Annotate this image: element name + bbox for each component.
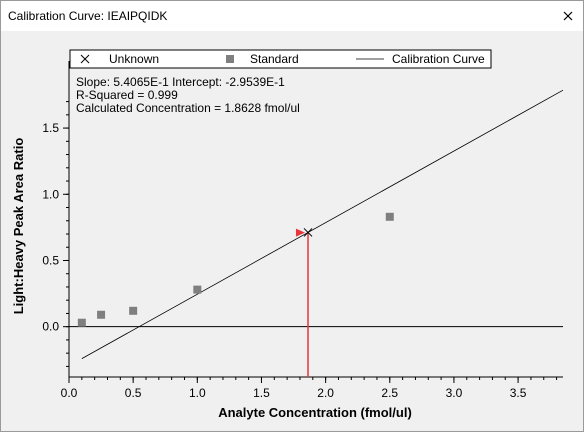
standard-point bbox=[97, 310, 106, 319]
unknown-point bbox=[303, 228, 313, 237]
legend-curve-label: Calibration Curve bbox=[392, 52, 485, 66]
x-tick-label: 3.0 bbox=[446, 386, 463, 400]
y-axis-label: Light:Heavy Peak Area Ratio bbox=[11, 138, 26, 315]
calibration-chart[interactable]: 0.0 0.5 1.0 1.5 2.0 2.5 3.0 3.5 0.0 0.5 1.0 1.5 Unk… bbox=[1, 31, 583, 431]
standard-point bbox=[77, 318, 86, 327]
y-tick-label: 1.0 bbox=[42, 187, 59, 201]
x-tick-label: 1.5 bbox=[253, 386, 270, 400]
stats-r-squared: R-Squared = 0.999 bbox=[76, 88, 178, 102]
x-tick-label: 0.5 bbox=[125, 386, 142, 400]
axes: 0.0 0.5 1.0 1.5 2.0 2.5 3.0 3.5 0.0 0.5 1.0 1.5 bbox=[42, 61, 563, 400]
chart-panel[interactable]: 0.0 0.5 1.0 1.5 2.0 2.5 3.0 3.5 0.0 0.5 1.0 1.5 Unk… bbox=[1, 31, 583, 431]
selected-point bbox=[295, 228, 305, 237]
x-tick-label: 0.0 bbox=[61, 386, 78, 400]
stats-slope-intercept: Slope: 5.4065E-1 Intercept: -2.9539E-1 bbox=[76, 75, 285, 89]
x-tick-label: 1.0 bbox=[189, 386, 206, 400]
legend-unknown-label: Unknown bbox=[109, 52, 159, 66]
legend-box bbox=[69, 49, 492, 69]
x-axis-label: Analyte Concentration (fmol/ul) bbox=[218, 405, 412, 420]
close-icon bbox=[563, 11, 573, 21]
calibration-curve-line bbox=[81, 89, 564, 359]
window-title: Calibration Curve: IEAIPQIDK bbox=[8, 9, 168, 23]
standard-point bbox=[129, 306, 138, 315]
legend-standard-icon bbox=[226, 55, 234, 63]
legend: Unknown Standard Calibration Curve bbox=[69, 49, 492, 69]
close-button[interactable] bbox=[562, 10, 574, 22]
standard-point bbox=[193, 285, 202, 294]
chart-marks bbox=[77, 89, 564, 377]
x-tick-label: 3.5 bbox=[510, 386, 527, 400]
y-tick-label: 0.5 bbox=[42, 253, 59, 267]
legend-standard-label: Standard bbox=[250, 52, 299, 66]
title-bar[interactable]: Calibration Curve: IEAIPQIDK bbox=[1, 1, 583, 31]
x-tick-label: 2.5 bbox=[381, 386, 398, 400]
y-tick-label: 0.0 bbox=[42, 320, 59, 334]
x-tick-label: 2.0 bbox=[317, 386, 334, 400]
y-tick-label: 1.5 bbox=[42, 121, 59, 135]
stats-calculated-concentration: Calculated Concentration = 1.8628 fmol/u… bbox=[76, 101, 300, 115]
legend-unknown-icon bbox=[80, 54, 90, 64]
standard-point bbox=[385, 212, 394, 221]
